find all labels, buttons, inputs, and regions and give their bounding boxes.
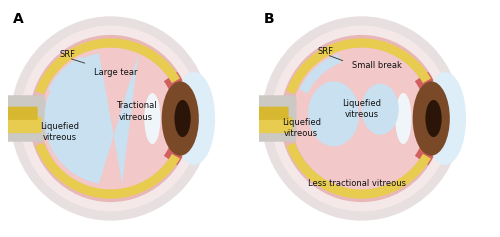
Text: SRF: SRF: [60, 50, 76, 59]
Polygon shape: [300, 54, 342, 93]
Ellipse shape: [424, 72, 466, 165]
Ellipse shape: [30, 35, 192, 202]
Text: Large tear: Large tear: [94, 68, 138, 77]
Ellipse shape: [280, 35, 443, 202]
Ellipse shape: [271, 26, 452, 211]
Text: Tractional
vitreous: Tractional vitreous: [116, 101, 156, 122]
Ellipse shape: [412, 81, 450, 156]
Polygon shape: [36, 143, 180, 199]
Polygon shape: [415, 72, 443, 165]
Text: Liquefied
vitreous: Liquefied vitreous: [342, 99, 381, 119]
Ellipse shape: [174, 100, 190, 137]
Text: B: B: [264, 12, 274, 26]
Ellipse shape: [362, 84, 399, 135]
Polygon shape: [36, 38, 180, 94]
Ellipse shape: [262, 16, 462, 221]
Ellipse shape: [174, 72, 215, 165]
Ellipse shape: [162, 81, 199, 156]
Ellipse shape: [426, 100, 442, 137]
FancyBboxPatch shape: [2, 107, 37, 120]
Ellipse shape: [10, 16, 210, 221]
Text: Liquefied
vitreous: Liquefied vitreous: [282, 118, 321, 138]
FancyBboxPatch shape: [254, 107, 288, 120]
Text: Less tractional vitreous: Less tractional vitreous: [308, 179, 406, 188]
Ellipse shape: [20, 26, 201, 211]
Ellipse shape: [395, 93, 411, 144]
Text: Small break: Small break: [352, 61, 402, 70]
Polygon shape: [164, 72, 192, 165]
Polygon shape: [286, 143, 431, 199]
Polygon shape: [48, 56, 86, 93]
FancyBboxPatch shape: [2, 117, 42, 133]
Text: A: A: [13, 12, 24, 26]
Polygon shape: [286, 38, 431, 94]
Ellipse shape: [144, 93, 160, 144]
FancyBboxPatch shape: [0, 95, 46, 142]
Text: SRF: SRF: [318, 47, 334, 56]
FancyBboxPatch shape: [250, 95, 296, 142]
Ellipse shape: [292, 46, 431, 191]
Polygon shape: [44, 53, 138, 184]
FancyBboxPatch shape: [253, 117, 292, 133]
Ellipse shape: [308, 81, 359, 146]
Ellipse shape: [41, 46, 180, 191]
Text: Liquefied
vitreous: Liquefied vitreous: [40, 122, 79, 142]
